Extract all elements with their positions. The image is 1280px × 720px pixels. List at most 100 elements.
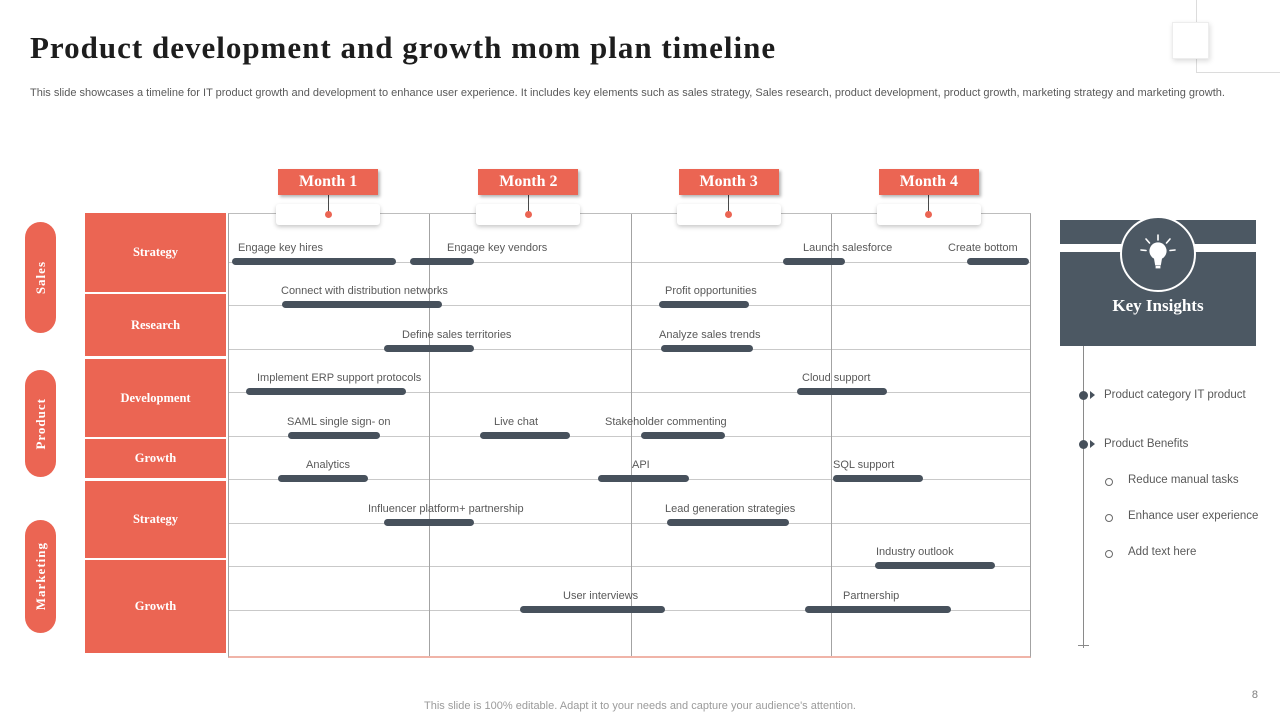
task-bar: [282, 301, 443, 308]
month-header: Month 1: [278, 169, 379, 195]
task-bar: [658, 301, 749, 308]
task-label: Implement ERP support protocols: [257, 372, 422, 384]
group-pill-marketing: Marketing: [25, 520, 56, 633]
light-bulb-glyph: [1140, 234, 1176, 269]
corner-decoration-hline: [1196, 72, 1280, 73]
month-dot-icon: [925, 211, 933, 218]
group-pill-label: Product: [32, 397, 48, 450]
task-bar: [410, 258, 475, 265]
task-bar: [384, 345, 475, 352]
key-insights-connector-line: [1083, 346, 1084, 648]
task-bar: [666, 519, 789, 526]
task-label: Stakeholder commenting: [605, 416, 727, 428]
grid-column-line: [831, 214, 832, 656]
page-title: Product development and growth mom plan …: [30, 30, 777, 65]
group-pill-label: Sales: [32, 260, 48, 295]
task-bar: [598, 475, 689, 482]
key-insights-line-cap: [1078, 645, 1089, 646]
task-bar: [804, 606, 951, 613]
group-pill-sales: Sales: [25, 222, 56, 333]
month-header: Month 3: [678, 169, 779, 195]
grid-row-line: [229, 305, 1030, 306]
insight-bullet-arrow-icon: [1090, 391, 1095, 399]
task-bar: [796, 388, 887, 395]
task-label: SQL support: [833, 459, 895, 471]
grid-row-line: [229, 566, 1030, 567]
insight-sub-bullet-icon: [1105, 550, 1113, 558]
task-label: Profit opportunities: [665, 285, 757, 297]
group-pill-product: Product: [25, 370, 56, 477]
task-label: Connect with distribution networks: [281, 285, 448, 297]
task-bar: [966, 258, 1029, 265]
month-header: Month 4: [878, 169, 979, 195]
task-label: Create bottom: [948, 242, 1018, 254]
month-connector-line: [728, 195, 730, 212]
month-header: Month 2: [478, 169, 579, 195]
task-bar: [288, 432, 381, 439]
insight-bullet-dot-icon: [1079, 440, 1088, 449]
task-label: Engage key hires: [238, 242, 323, 254]
task-bar: [384, 519, 475, 526]
insight-sub-item: Enhance user experience: [1128, 510, 1259, 522]
grid-column-line: [429, 214, 430, 656]
month-dot-icon: [524, 211, 532, 218]
month-connector-line: [928, 195, 930, 212]
grid-column-line: [631, 214, 632, 656]
category-box-marketing-strategy: Strategy: [85, 481, 226, 558]
insight-sub-item: Reduce manual tasks: [1128, 474, 1239, 486]
category-box-sales-research: Research: [85, 294, 226, 356]
light-bulb-icon: [1120, 216, 1196, 292]
page-subtitle: This slide showcases a timeline for IT p…: [30, 87, 1225, 99]
task-label: Partnership: [843, 590, 900, 602]
category-box-sales-strategy: Strategy: [85, 213, 226, 292]
task-bar: [520, 606, 665, 613]
task-label: SAML single sign- on: [287, 416, 391, 428]
grid-row-line: [229, 436, 1030, 437]
corner-decoration-square: [1172, 22, 1209, 59]
month-connector-line: [327, 195, 329, 212]
page-number: 8: [1251, 689, 1258, 701]
insight-bullet-arrow-icon: [1090, 440, 1095, 448]
grid-row-line: [229, 392, 1030, 393]
insight-sub-bullet-icon: [1105, 478, 1113, 486]
task-label: User interviews: [563, 590, 639, 602]
grid-row-line: [229, 349, 1030, 350]
month-dot-icon: [324, 211, 332, 218]
task-bar: [246, 388, 407, 395]
footer-note: This slide is 100% editable. Adapt it to…: [424, 700, 856, 712]
task-bar: [874, 562, 995, 569]
task-label: Cloud support: [802, 372, 871, 384]
month-dot-icon: [725, 211, 733, 218]
insight-item: Product category IT product: [1104, 389, 1246, 401]
category-box-product-development: Development: [85, 359, 226, 437]
group-pill-label: Marketing: [32, 542, 48, 611]
task-label: API: [632, 459, 650, 471]
task-label: Engage key vendors: [447, 242, 548, 254]
insight-bullet-dot-icon: [1079, 391, 1088, 400]
task-label: Analytics: [306, 459, 351, 471]
insight-sub-bullet-icon: [1105, 514, 1113, 522]
task-bar: [232, 258, 397, 265]
task-bar: [480, 432, 571, 439]
grid-row-line: [229, 262, 1030, 263]
task-label: Define sales territories: [402, 329, 512, 341]
task-bar: [782, 258, 845, 265]
key-insights-title: Key Insights: [1112, 296, 1204, 315]
insight-sub-item: Add text here: [1128, 546, 1197, 558]
task-label: Launch salesforce: [803, 242, 893, 254]
task-label: Live chat: [494, 416, 539, 428]
insight-item: Product Benefits: [1104, 438, 1189, 450]
category-box-marketing-growth: Growth: [85, 560, 226, 653]
task-label: Industry outlook: [876, 546, 954, 558]
task-bar: [640, 432, 725, 439]
task-bar: [278, 475, 369, 482]
category-box-product-growth: Growth: [85, 439, 226, 478]
task-label: Influencer platform+ partnership: [368, 503, 524, 515]
grid-row-line: [229, 523, 1030, 524]
task-bar: [832, 475, 923, 482]
month-connector-line: [527, 195, 529, 212]
task-bar: [660, 345, 753, 352]
task-label: Analyze sales trends: [659, 329, 761, 341]
task-label: Lead generation strategies: [665, 503, 796, 515]
